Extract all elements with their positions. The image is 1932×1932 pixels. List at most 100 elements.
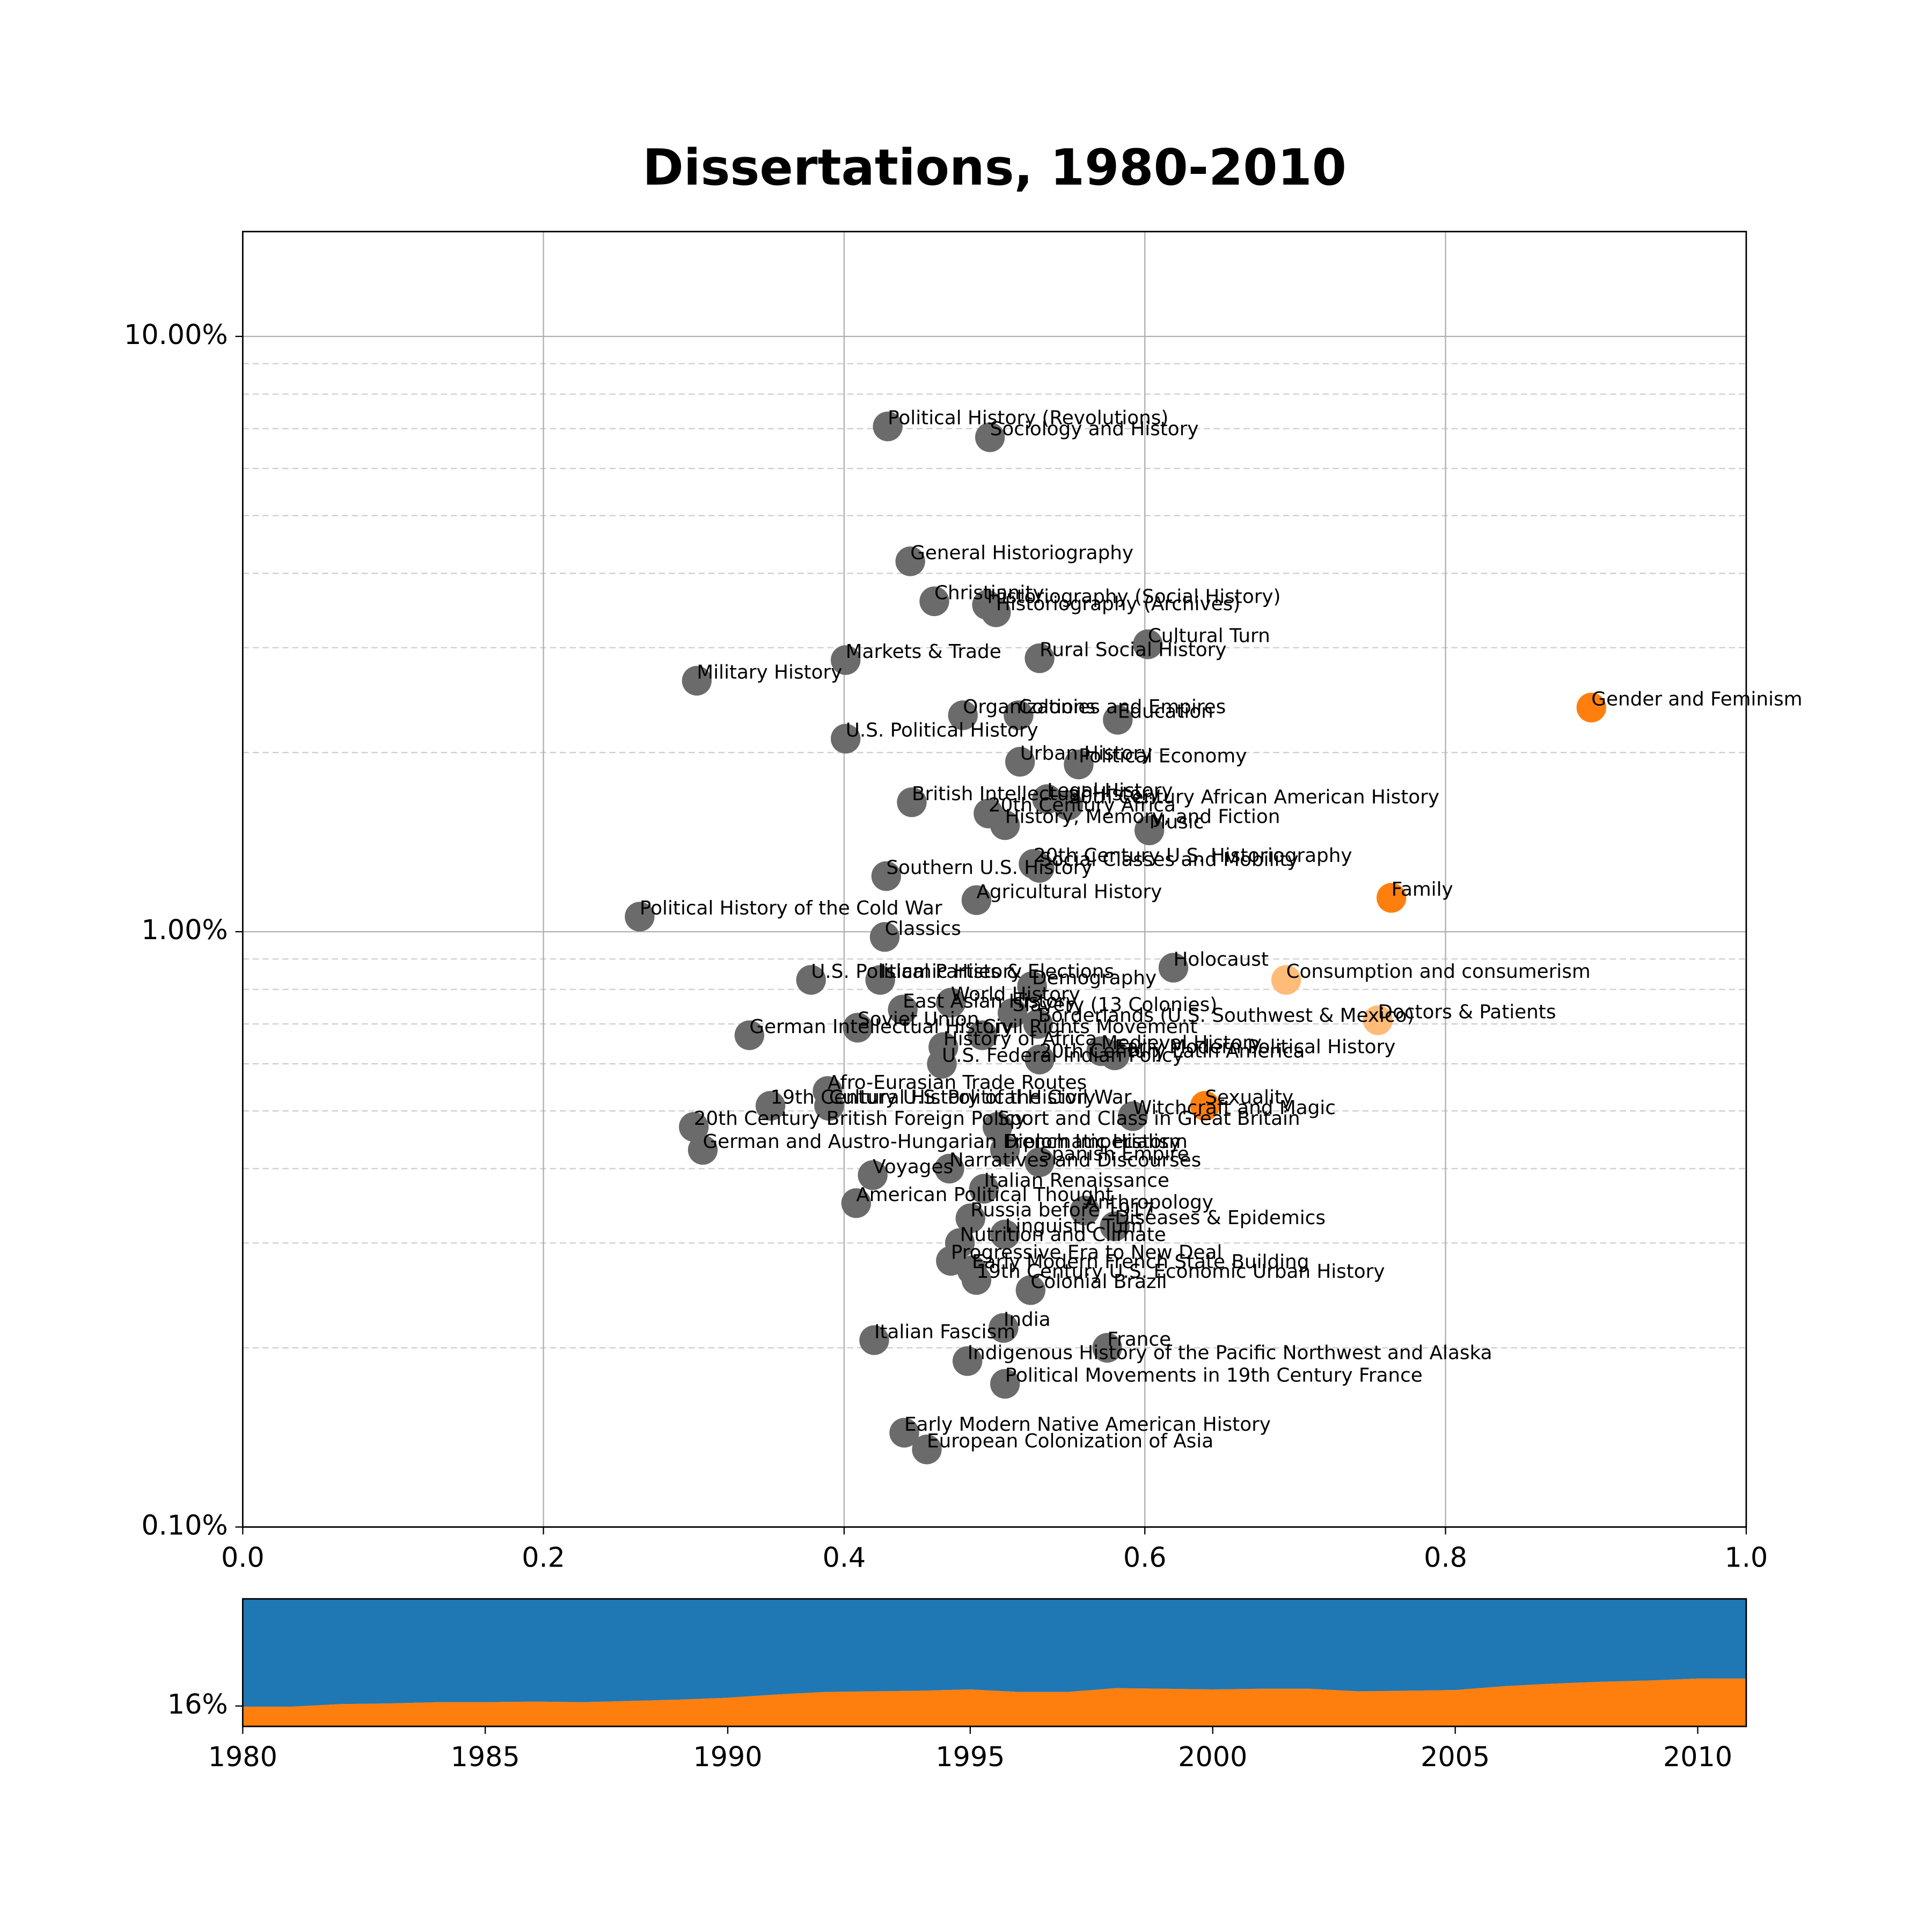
point-label: Christianity bbox=[934, 582, 1044, 604]
point-label: Classics bbox=[885, 918, 961, 940]
point-label: Linguistic Turn bbox=[1005, 1215, 1143, 1237]
point-label: German Intellectual History bbox=[749, 1016, 1013, 1038]
point-label: U.S. Political Parties & Elections bbox=[811, 961, 1114, 983]
point bbox=[989, 1313, 1019, 1343]
point-label: History, Memory, and Fiction bbox=[1005, 806, 1280, 828]
point bbox=[1005, 747, 1035, 777]
point-label: Diseases & Epidemics bbox=[1115, 1207, 1326, 1229]
point bbox=[919, 586, 949, 617]
point bbox=[1118, 1101, 1148, 1131]
point-label: Urban History bbox=[1020, 743, 1153, 765]
plot-frame bbox=[241, 1598, 1747, 1728]
point-label: Music bbox=[1150, 811, 1204, 833]
point-label: Anthropology bbox=[1085, 1191, 1213, 1213]
point bbox=[1024, 1147, 1055, 1177]
point-label: German and Austro-Hungarian Diplomatic H… bbox=[703, 1131, 1181, 1153]
point-label: American Political Thought bbox=[856, 1184, 1113, 1206]
point-label: Sexuality bbox=[1205, 1087, 1293, 1109]
point-label: India bbox=[1004, 1309, 1051, 1331]
x-tick-label: 0.4 bbox=[823, 1541, 866, 1573]
point-label: 19th Century U.S. Political History bbox=[771, 1087, 1096, 1109]
point bbox=[998, 998, 1028, 1028]
x-tick-label: 1.0 bbox=[1724, 1541, 1768, 1573]
point bbox=[859, 1325, 889, 1355]
point-label: Political History (Revolutions) bbox=[888, 407, 1168, 429]
point bbox=[865, 965, 895, 995]
y-tick-label: 16% bbox=[167, 1688, 228, 1720]
point bbox=[1271, 965, 1301, 995]
x-tick-label: 2005 bbox=[1421, 1741, 1490, 1773]
point bbox=[912, 1435, 942, 1465]
point-label: Borderlands (U.S. Southwest & Mexico) bbox=[1038, 1005, 1414, 1027]
point-label: U.S. Political History bbox=[846, 720, 1038, 742]
x-tick-label: 1995 bbox=[935, 1741, 1005, 1773]
point bbox=[814, 1091, 844, 1121]
point-label: Sociology and History bbox=[990, 418, 1199, 440]
point-label: East Asian History bbox=[903, 990, 1077, 1012]
point-label: Military History bbox=[697, 662, 842, 684]
point bbox=[975, 422, 1005, 452]
point-label: Sport and Class in Great Britain bbox=[998, 1108, 1300, 1130]
point bbox=[831, 723, 861, 754]
point bbox=[961, 1265, 992, 1295]
plot-frame bbox=[241, 231, 1747, 1528]
point-label: Afro-Eurasian Trade Routes bbox=[828, 1072, 1087, 1094]
point-label: Political Movements in 19th Century Fran… bbox=[1005, 1365, 1423, 1387]
point-label: Nutrition and Climate bbox=[960, 1224, 1166, 1246]
point-label: Organizations bbox=[963, 696, 1095, 718]
point bbox=[982, 1112, 1013, 1142]
point bbox=[796, 965, 826, 995]
point-label: Markets & Trade bbox=[846, 641, 1001, 663]
point-label: 20th Century African American History bbox=[1068, 786, 1439, 808]
point bbox=[687, 1135, 718, 1165]
point-label: Family bbox=[1392, 879, 1453, 901]
point-label: Colonies and Empires bbox=[1019, 696, 1226, 718]
point bbox=[843, 1013, 873, 1043]
point-label: Early Modern Political History bbox=[1115, 1036, 1395, 1058]
point-label: European Colonization of Asia bbox=[927, 1430, 1213, 1452]
point bbox=[889, 1418, 919, 1448]
point-label: Education bbox=[1118, 700, 1213, 722]
point bbox=[873, 411, 903, 442]
point-label: Witchcraft and Magic bbox=[1133, 1097, 1336, 1119]
point bbox=[934, 1153, 964, 1184]
point bbox=[755, 1091, 786, 1121]
point bbox=[1158, 953, 1189, 983]
point-label: Rural Social History bbox=[1040, 639, 1226, 661]
point-label: France bbox=[1107, 1329, 1171, 1351]
y-tick-label: 10.00% bbox=[124, 319, 228, 350]
point-label: British Intellectual History bbox=[912, 783, 1161, 805]
x-tick-label: 0.8 bbox=[1424, 1541, 1467, 1573]
point bbox=[1134, 815, 1165, 845]
point-label: World History bbox=[951, 983, 1080, 1005]
point-label: Cultural History of the Civil War bbox=[829, 1087, 1132, 1109]
point bbox=[888, 994, 918, 1024]
point bbox=[1190, 1091, 1220, 1121]
point-label: U.S. Federal Indian Policy bbox=[942, 1044, 1184, 1066]
point-label: Political History of the Cold War bbox=[640, 897, 942, 919]
point-label: Progressive Era to New Deal bbox=[951, 1242, 1223, 1264]
point bbox=[990, 1135, 1020, 1165]
point-label: Medieval History bbox=[1101, 1032, 1262, 1054]
point bbox=[1100, 1211, 1130, 1241]
point bbox=[734, 1020, 765, 1050]
chart-title: Dissertations, 1980-2010 bbox=[642, 138, 1346, 196]
point bbox=[981, 597, 1011, 627]
point bbox=[1100, 1040, 1130, 1071]
point bbox=[990, 1368, 1020, 1399]
area bbox=[243, 1678, 1746, 1726]
point bbox=[1024, 643, 1055, 674]
point-label: Narratives and Discourses bbox=[949, 1150, 1201, 1172]
point bbox=[1376, 883, 1407, 913]
point bbox=[1133, 629, 1163, 660]
point-label: Historiography (Archives) bbox=[996, 593, 1240, 615]
point-label: General Historiography bbox=[910, 542, 1133, 564]
point-label: Spanish Empire bbox=[1040, 1143, 1189, 1165]
point-label: 19th Century U.S. Economic Urban History bbox=[976, 1261, 1385, 1283]
area bbox=[243, 1599, 1746, 1707]
point-label: Italian Renaissance bbox=[984, 1169, 1169, 1191]
point-label: 20th Century Africa bbox=[989, 794, 1176, 816]
point-label: Holocaust bbox=[1173, 948, 1268, 970]
point bbox=[1023, 1009, 1053, 1039]
